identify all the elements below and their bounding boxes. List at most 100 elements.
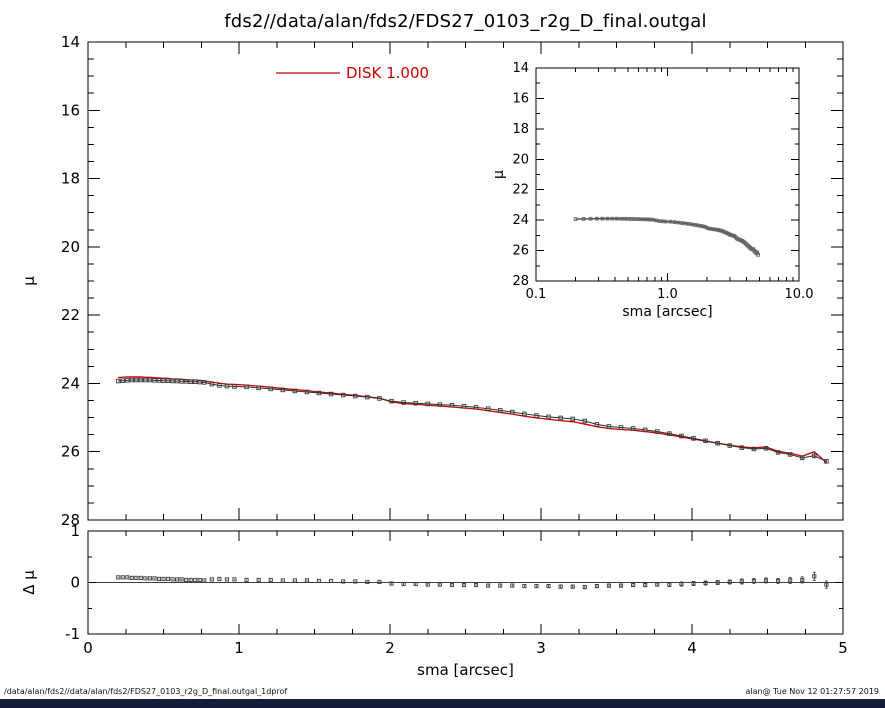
data-point (134, 377, 139, 383)
inset-y-tick-label: 28 (512, 274, 529, 289)
data-point-markers (115, 377, 829, 464)
residual-point (341, 579, 346, 584)
residual-point (437, 582, 442, 587)
inset-plot: 0.1 1.0 10.0 14 16 18 20 22 24 26 28 sma [arcsec] μ (491, 61, 813, 320)
data-point (648, 217, 653, 222)
residual-point (582, 585, 587, 590)
residual-point (776, 578, 781, 584)
data-point (573, 217, 578, 221)
y-axis-tick-label: 26 (61, 443, 80, 461)
data-point (449, 403, 455, 408)
residual-point (703, 580, 708, 586)
data-point (739, 445, 745, 450)
residual-point (268, 577, 273, 582)
residual-point (232, 577, 237, 582)
residual-point (788, 578, 793, 583)
inset-x-axis-label: sma [arcsec] (622, 304, 712, 320)
x-axis-tick-label: 0 (83, 639, 93, 657)
data-point (824, 459, 829, 464)
residual-point (116, 575, 121, 580)
data-point (188, 379, 193, 384)
data-point (715, 228, 720, 232)
residual-point (715, 580, 720, 585)
residual-point (365, 579, 370, 585)
data-point (618, 216, 623, 221)
residual-point (143, 576, 148, 581)
data-point (594, 216, 599, 221)
residual-point (292, 578, 297, 583)
data-point (256, 385, 261, 391)
data-point (268, 386, 273, 392)
data-point (170, 378, 175, 384)
data-point (713, 227, 718, 232)
data-point (389, 398, 394, 404)
data-point (353, 393, 358, 399)
data-point (316, 390, 322, 396)
residual-point (377, 579, 382, 585)
data-point (667, 431, 672, 436)
data-point (581, 217, 586, 221)
residual-point (558, 584, 563, 589)
data-point (340, 392, 346, 398)
residual-point (546, 584, 551, 589)
residual-point (510, 583, 515, 588)
data-point (534, 413, 539, 418)
data-point (328, 391, 334, 397)
data-point (650, 217, 655, 222)
disk-model-line (118, 376, 827, 464)
inset-y-axis-label: μ (491, 170, 507, 179)
data-point (703, 438, 708, 444)
residual-point (120, 575, 125, 580)
data-point (377, 396, 382, 401)
x-axis-tick-label: 1 (234, 639, 244, 657)
residual-point (152, 576, 157, 581)
data-point (209, 381, 215, 387)
residual-point (727, 579, 732, 585)
y-axis-tick-label: 28 (61, 511, 80, 529)
residual-point (202, 578, 207, 583)
data-point (558, 415, 563, 421)
x-axis-label: sma [arcsec] (417, 661, 514, 679)
data-point (812, 453, 817, 459)
residual-point (425, 582, 430, 587)
inset-y-tick-label: 22 (512, 183, 529, 198)
data-point (668, 219, 673, 224)
y-axis-tick-label: 22 (61, 306, 80, 324)
data-point (622, 216, 627, 221)
y-axis-tick-label: 20 (61, 238, 80, 256)
residual-point (763, 578, 769, 583)
residual-point (679, 581, 684, 587)
residual-point (401, 581, 406, 587)
legend-disk-label: DISK 1.000 (346, 64, 429, 82)
data-point (156, 378, 162, 383)
data-point (202, 380, 207, 385)
data-point (775, 450, 781, 455)
data-point (473, 405, 479, 410)
data-point (217, 383, 222, 388)
data-point (799, 455, 805, 461)
data-point (425, 401, 431, 407)
inset-y-tick-label: 24 (512, 213, 529, 228)
data-point (485, 406, 491, 411)
residual-point (224, 577, 229, 582)
residual-point (134, 575, 139, 580)
residual-point (618, 583, 624, 588)
data-point (691, 436, 696, 441)
residual-point (522, 584, 527, 589)
residual-point (739, 579, 744, 584)
residual-point (179, 577, 184, 582)
residual-point (125, 575, 130, 580)
residual-point (606, 583, 611, 588)
data-point (174, 378, 180, 384)
data-point (152, 378, 157, 383)
data-point (751, 446, 757, 452)
data-point (655, 429, 660, 434)
residual-point (655, 582, 660, 587)
data-point (413, 400, 418, 406)
data-point (147, 377, 153, 383)
data-point (711, 227, 716, 232)
data-point (715, 440, 720, 446)
taskbar-strip (0, 699, 885, 708)
